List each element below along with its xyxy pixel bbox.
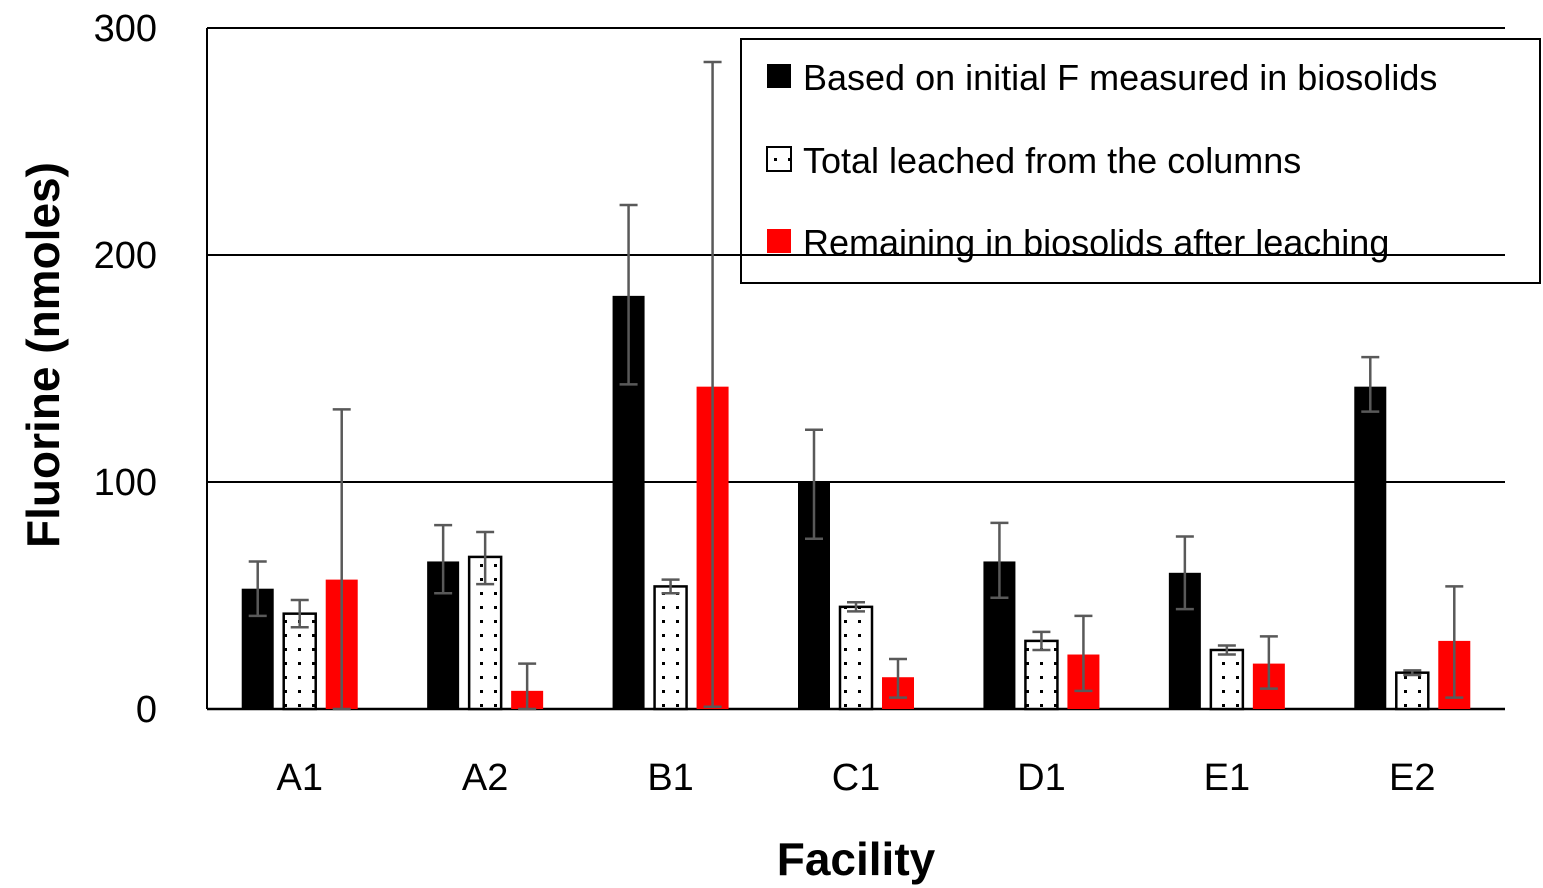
error-bar-A1-series-1 bbox=[248, 560, 267, 618]
bar-E2-series-1 bbox=[1354, 386, 1387, 709]
y-axis-title: Fluorine (nmoles) bbox=[17, 162, 69, 548]
error-bar-B1-series-2 bbox=[661, 578, 680, 595]
legend-swatch-series-1 bbox=[767, 64, 791, 88]
error-bar-C1-series-2 bbox=[847, 601, 865, 613]
y-tick-label: 100 bbox=[94, 462, 157, 504]
error-bar-A1-series-2 bbox=[290, 598, 309, 629]
bar-A1-series-2 bbox=[282, 612, 317, 711]
error-bar-E2-series-3 bbox=[1445, 585, 1464, 699]
error-bar-E1-series-2 bbox=[1217, 644, 1236, 656]
legend-label-series-3: Remaining in biosolids after leaching bbox=[803, 222, 1389, 263]
bars bbox=[241, 295, 1471, 711]
legend-box bbox=[740, 38, 1541, 284]
x-tick-label: D1 bbox=[1017, 757, 1066, 799]
error-bar-B1-series-1 bbox=[619, 203, 638, 386]
error-bar-E2-series-2 bbox=[1403, 669, 1422, 677]
x-tick-label: C1 bbox=[832, 757, 881, 799]
error-bar-E2-series-1 bbox=[1361, 355, 1380, 413]
error-bar-E1-series-1 bbox=[1175, 535, 1194, 611]
y-tick-label: 300 bbox=[94, 8, 157, 50]
x-tick-label: B1 bbox=[647, 757, 693, 799]
legend-swatch-series-3 bbox=[767, 229, 791, 253]
bar-D1-series-2 bbox=[1024, 639, 1059, 711]
error-bars bbox=[248, 60, 1464, 711]
legend-label-series-2: Total leached from the columns bbox=[803, 140, 1301, 181]
error-bar-B1-series-3 bbox=[703, 60, 722, 708]
error-bar-D1-series-2 bbox=[1032, 630, 1051, 652]
x-tick-label: E1 bbox=[1204, 757, 1250, 799]
bar-B1-series-2 bbox=[653, 585, 688, 711]
error-bar-D1-series-3 bbox=[1074, 614, 1093, 693]
x-tick-labels: A1 A2 B1 C1 D1 E1 E2 bbox=[276, 757, 1435, 799]
error-bar-A2-series-3 bbox=[518, 662, 537, 711]
error-bar-D1-series-1 bbox=[990, 521, 1009, 600]
error-bar-A2-series-1 bbox=[434, 523, 453, 595]
y-tick-label: 200 bbox=[94, 235, 157, 277]
bar-C1-series-2 bbox=[838, 605, 874, 711]
bar-E2-series-2 bbox=[1395, 671, 1430, 711]
error-bar-C1-series-1 bbox=[805, 428, 823, 540]
x-tick-label: E2 bbox=[1389, 757, 1435, 799]
error-bar-E1-series-3 bbox=[1259, 635, 1278, 690]
y-tick-label: 0 bbox=[136, 689, 157, 731]
legend: Based on initial F measured in biosolids… bbox=[740, 38, 1541, 284]
x-tick-label: A2 bbox=[462, 757, 508, 799]
legend-label-series-1: Based on initial F measured in biosolids bbox=[803, 57, 1437, 98]
legend-swatch-series-2 bbox=[766, 146, 792, 172]
bar-E1-series-2 bbox=[1209, 648, 1245, 711]
x-axis-title: Facility bbox=[777, 833, 936, 885]
y-tick-labels: 0 100 200 300 bbox=[94, 8, 157, 731]
error-bar-C1-series-3 bbox=[889, 657, 907, 699]
x-tick-label: A1 bbox=[276, 757, 322, 799]
error-bar-A1-series-3 bbox=[332, 408, 351, 711]
error-bar-A2-series-2 bbox=[476, 530, 495, 586]
